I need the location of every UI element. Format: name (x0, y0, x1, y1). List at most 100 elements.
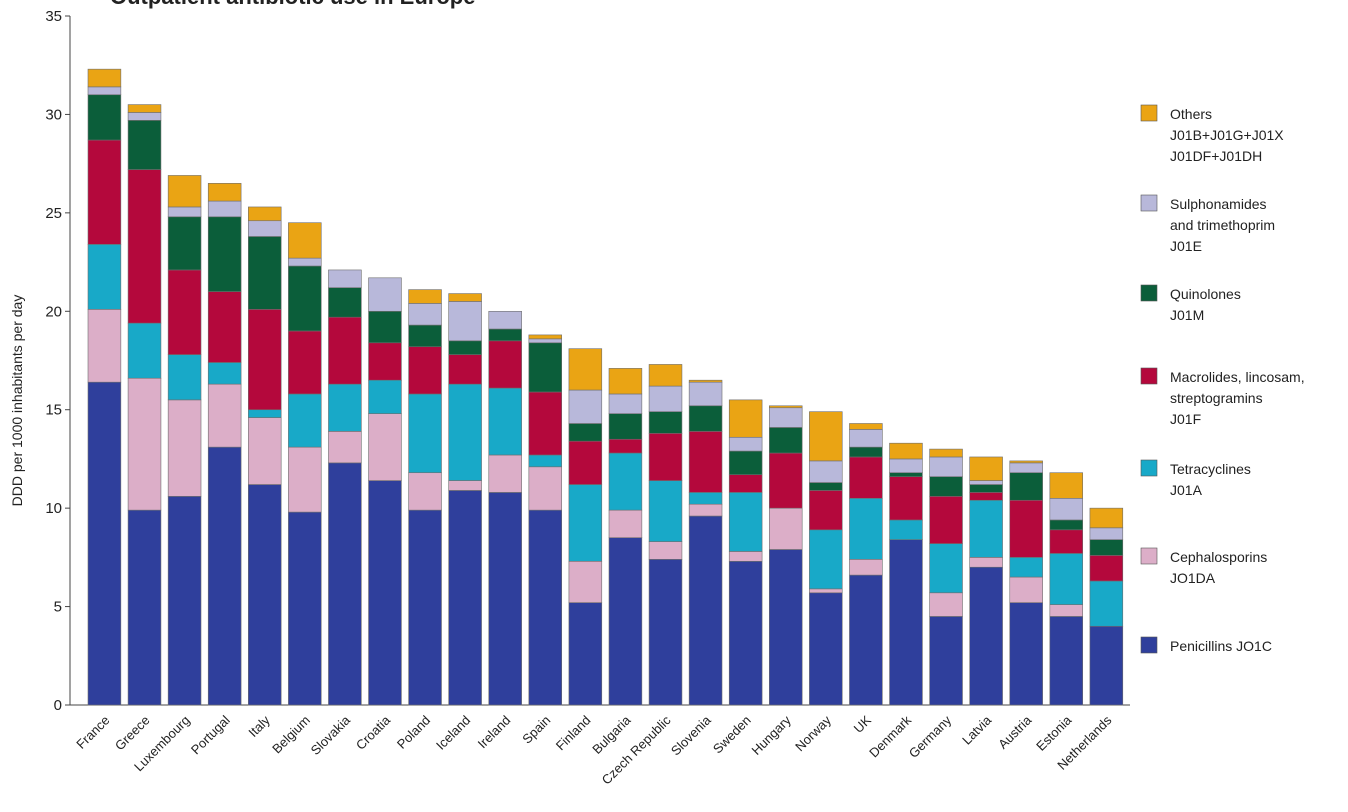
bar-segment (488, 492, 522, 706)
x-tick-label: Croatia (353, 712, 394, 753)
legend-label: Macrolides, lincosam, (1170, 369, 1305, 385)
legend-swatch (1140, 547, 1158, 565)
bar-segment (929, 476, 963, 497)
bar-segment (648, 411, 683, 434)
bar-stack (167, 175, 202, 706)
bar-stack (728, 399, 763, 706)
bar-segment (528, 391, 563, 456)
x-tick-label: Spain (519, 713, 553, 747)
y-tick-label: 5 (54, 599, 62, 616)
bar-segment (288, 511, 322, 706)
bar-segment (448, 340, 482, 355)
bar-segment (167, 496, 202, 706)
bar-segment (769, 452, 803, 509)
bar-segment (769, 407, 803, 428)
bar-segment (127, 120, 162, 170)
bar-segment (608, 368, 643, 395)
bar-segment (248, 220, 282, 237)
bar-stack (568, 348, 603, 706)
x-tick-label: Norway (792, 712, 834, 754)
legend-swatch (1140, 194, 1158, 212)
bar-segment (728, 492, 763, 552)
bar-segment (1049, 553, 1084, 605)
bar-segment (1089, 555, 1124, 582)
bar-segment (207, 291, 242, 363)
bar-segment (248, 236, 282, 310)
bar-segment (889, 442, 923, 460)
bar-segment (809, 490, 843, 531)
bar-segment (969, 480, 1003, 485)
bar-stack (688, 379, 723, 706)
y-tick-label: 35 (45, 8, 62, 25)
x-tick-label: Czech Republic (599, 712, 674, 787)
bar-segment (648, 480, 683, 542)
bar-stack (809, 411, 843, 706)
bar-segment (1089, 507, 1124, 529)
bar-segment (368, 379, 402, 414)
bar-stack (1009, 460, 1043, 706)
legend-swatch (1140, 367, 1158, 385)
bar-segment (929, 496, 963, 544)
legend-entry: Cephalosporins JO1DA (1140, 547, 1267, 586)
bar-segment (288, 393, 322, 448)
bar-segment (127, 104, 162, 113)
bar-segment (568, 348, 603, 391)
x-tick-label: Germany (906, 712, 955, 761)
bar-segment (648, 559, 683, 706)
bar-stack (368, 277, 402, 706)
bar-segment (688, 405, 723, 432)
bar-segment (288, 330, 322, 395)
x-tick-label: Hungary (749, 712, 795, 758)
bar-segment (889, 458, 923, 474)
legend-swatch (1140, 104, 1158, 122)
bar-stack (408, 289, 442, 706)
bar-segment (969, 557, 1003, 568)
bar-segment (87, 381, 122, 706)
x-tick-label: Sweden (710, 713, 754, 757)
bar-segment (688, 431, 723, 493)
x-tick-label: Ireland (475, 713, 514, 752)
bar-stack (648, 364, 683, 706)
bar-segment (568, 560, 603, 603)
bar-segment (728, 551, 763, 562)
bar-segment (1009, 460, 1043, 464)
bar-segment (809, 411, 843, 462)
bar-segment (688, 492, 723, 505)
bar-segment (488, 340, 522, 389)
bar-segment (1089, 539, 1124, 556)
bar-stack (328, 269, 362, 706)
bar-segment (207, 446, 242, 706)
x-tick-label: UK (851, 712, 875, 736)
bar-segment (889, 539, 923, 706)
bar-segment (87, 68, 122, 88)
legend-label: Quinolones (1170, 286, 1241, 302)
bar-segment (87, 309, 122, 383)
bar-segment (688, 379, 723, 383)
bar-segment (288, 265, 322, 332)
bar-segment (568, 602, 603, 706)
bar-segment (1009, 462, 1043, 474)
bar-stack (608, 368, 643, 706)
bar-stack (929, 448, 963, 706)
bar-stack (1089, 507, 1124, 706)
bar-segment (769, 405, 803, 409)
legend-label: J01DF+J01DH (1170, 148, 1262, 164)
bar-segment (328, 287, 362, 318)
bar-segment (688, 381, 723, 407)
bar-segment (127, 509, 162, 706)
bars (87, 68, 1124, 706)
x-tick-label: Denmark (866, 712, 914, 760)
x-tick-label: Iceland (433, 713, 473, 753)
legend-swatch (1140, 459, 1158, 477)
bar-segment (87, 86, 122, 96)
bar-segment (608, 452, 643, 511)
bar-segment (1049, 519, 1084, 531)
bar-segment (648, 385, 683, 412)
bar-segment (809, 592, 843, 706)
bar-segment (288, 222, 322, 259)
bar-segment (969, 456, 1003, 481)
chart-title: Outpatient antibiotic use in Europe (110, 0, 475, 9)
legend-label: Penicillins JO1C (1170, 638, 1272, 654)
bar-segment (368, 277, 402, 312)
